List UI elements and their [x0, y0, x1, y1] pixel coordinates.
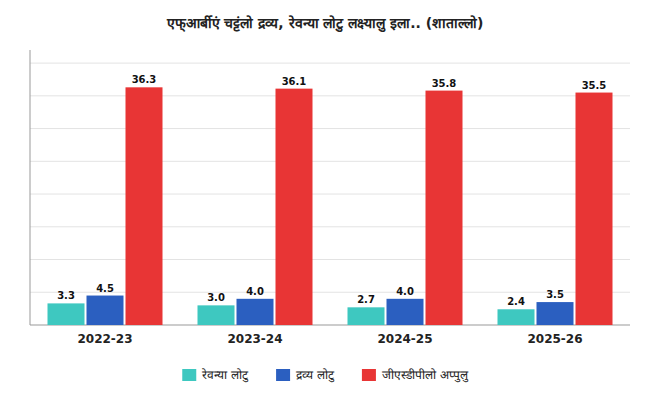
data-label: 35.5 — [582, 80, 607, 91]
data-label: 3.5 — [546, 289, 564, 300]
bar — [87, 296, 124, 325]
data-label: 36.3 — [132, 74, 157, 85]
bar — [576, 93, 613, 325]
bar — [48, 303, 85, 325]
data-label: 2.7 — [357, 294, 375, 305]
bar — [198, 305, 235, 325]
x-tick-label: 2022-23 — [77, 332, 132, 346]
bar — [498, 309, 535, 325]
legend-item: जीएस्डीपीलो अप्पुलु — [362, 368, 469, 383]
data-label: 3.3 — [57, 290, 75, 301]
x-tick-label: 2023-24 — [227, 332, 282, 346]
data-label: 4.0 — [246, 286, 264, 297]
bar — [126, 87, 163, 325]
legend-swatch — [182, 369, 196, 381]
data-label: 4.0 — [396, 286, 414, 297]
grid-line — [30, 259, 630, 260]
legend-swatch — [276, 369, 290, 381]
data-label: 3.0 — [207, 292, 225, 303]
bar — [237, 299, 274, 325]
legend-label: जीएस्डीपीलो अप्पुलु — [382, 368, 469, 383]
bar — [276, 89, 313, 325]
data-label: 4.5 — [96, 283, 114, 294]
grid-line — [30, 161, 630, 162]
grid-line — [30, 95, 630, 96]
x-tick-label: 2025-26 — [527, 332, 582, 346]
data-label: 2.4 — [507, 296, 525, 307]
grid-line — [30, 194, 630, 195]
grid-line — [30, 63, 630, 64]
bars — [48, 87, 613, 325]
legend-label: रेवन्या लोटु — [202, 368, 249, 383]
y-axis-line — [30, 50, 31, 325]
chart: एफ्आर्बीएं चट्टंलो द्रव्य, रेवन्या लोटु … — [0, 0, 650, 400]
legend-label: द्रव्य लोटु — [296, 368, 335, 383]
legend-swatch — [362, 369, 376, 381]
legend-item: रेवन्या लोटु — [182, 368, 249, 383]
bar — [537, 302, 574, 325]
grid-line — [30, 226, 630, 227]
grid-line — [30, 128, 630, 129]
legend: रेवन्या लोटु द्रव्य लोटु जीएस्डीपीलो अप्पु… — [182, 368, 468, 383]
data-label: 35.8 — [432, 78, 457, 89]
grid-line — [30, 292, 630, 293]
bar — [387, 299, 424, 325]
data-label: 36.1 — [282, 76, 307, 87]
title: एफ्आर्बीएं चट्टंलो द्रव्य, रेवन्या लोटु … — [166, 15, 484, 33]
x-tick-label: 2024-25 — [377, 332, 432, 346]
bar — [426, 91, 463, 325]
bar — [348, 307, 385, 325]
legend-item: द्रव्य लोटु — [276, 368, 335, 383]
